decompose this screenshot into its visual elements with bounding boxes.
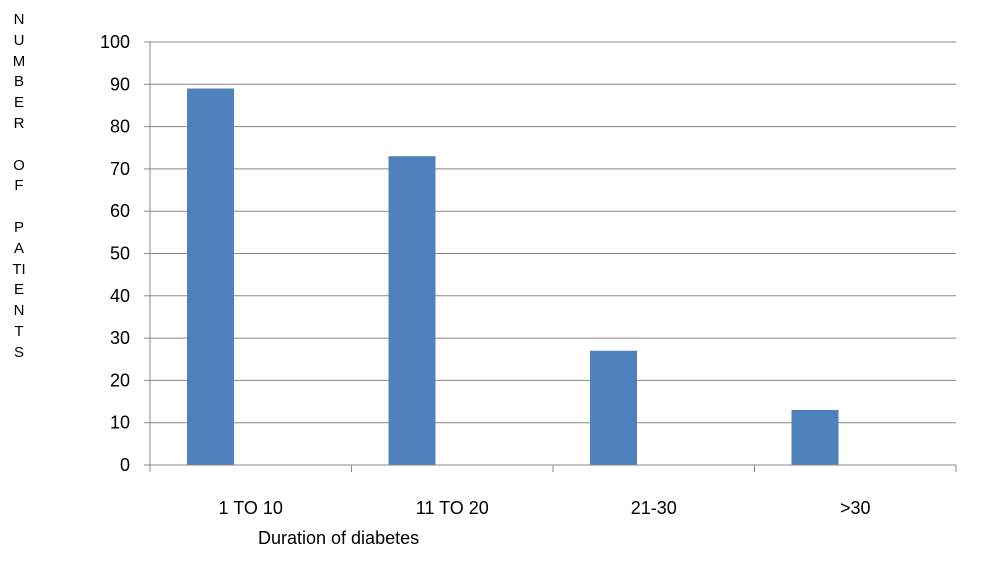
x-tick-labels: 1 TO 10 11 TO 20 21-30 >30 — [219, 498, 871, 518]
x-axis-label: Duration of diabetes — [258, 528, 420, 548]
y-tick-label: 10 — [110, 413, 130, 433]
x-tick-label: 11 TO 20 — [416, 498, 489, 518]
y-axis-label-letter: O — [13, 156, 25, 174]
y-tick-label: 100 — [100, 32, 130, 52]
x-tick-label: 21-30 — [631, 498, 677, 518]
y-axis-label-letter: U — [13, 31, 25, 49]
y-axis-label-letter: B — [13, 73, 24, 91]
y-tick-label: 0 — [120, 455, 130, 475]
y-axis-label-letter: S — [13, 343, 24, 361]
bars — [187, 88, 839, 465]
y-tick-label: 60 — [110, 201, 130, 221]
x-tick-label: >30 — [840, 498, 871, 518]
bar — [590, 350, 637, 465]
y-tick-labels: 0 10 20 30 40 50 60 70 80 90 100 — [100, 32, 130, 475]
y-tick-label: 30 — [110, 328, 130, 348]
y-tick-label: 40 — [110, 286, 130, 306]
y-axis-label-letter: N — [13, 302, 25, 320]
y-axis-label-letter: E — [13, 281, 24, 299]
y-axis-label-letter: A — [13, 239, 24, 257]
y-axis-label-letter: P — [13, 219, 24, 236]
x-tick-label: 1 TO 10 — [219, 498, 283, 518]
y-tick-label: 50 — [110, 244, 130, 264]
y-tick-label: 80 — [110, 117, 130, 137]
y-axis-label-letter: TI — [12, 260, 26, 278]
y-tick-label: 20 — [110, 370, 130, 390]
y-axis-label-letter: T — [14, 323, 24, 340]
y-tick-label: 90 — [110, 74, 130, 94]
y-tick-label: 70 — [110, 159, 130, 179]
bar — [791, 410, 839, 465]
y-axis-label-letter: E — [13, 94, 24, 112]
bar — [388, 156, 436, 465]
y-axis-label-letter: N — [13, 11, 25, 28]
bar — [187, 88, 234, 465]
axes — [144, 41, 957, 472]
y-axis-label-letter: M — [12, 52, 26, 70]
gridlines — [150, 41, 956, 424]
y-axis-label-letter: R — [13, 115, 25, 132]
y-axis-label-letter: F — [14, 177, 24, 195]
